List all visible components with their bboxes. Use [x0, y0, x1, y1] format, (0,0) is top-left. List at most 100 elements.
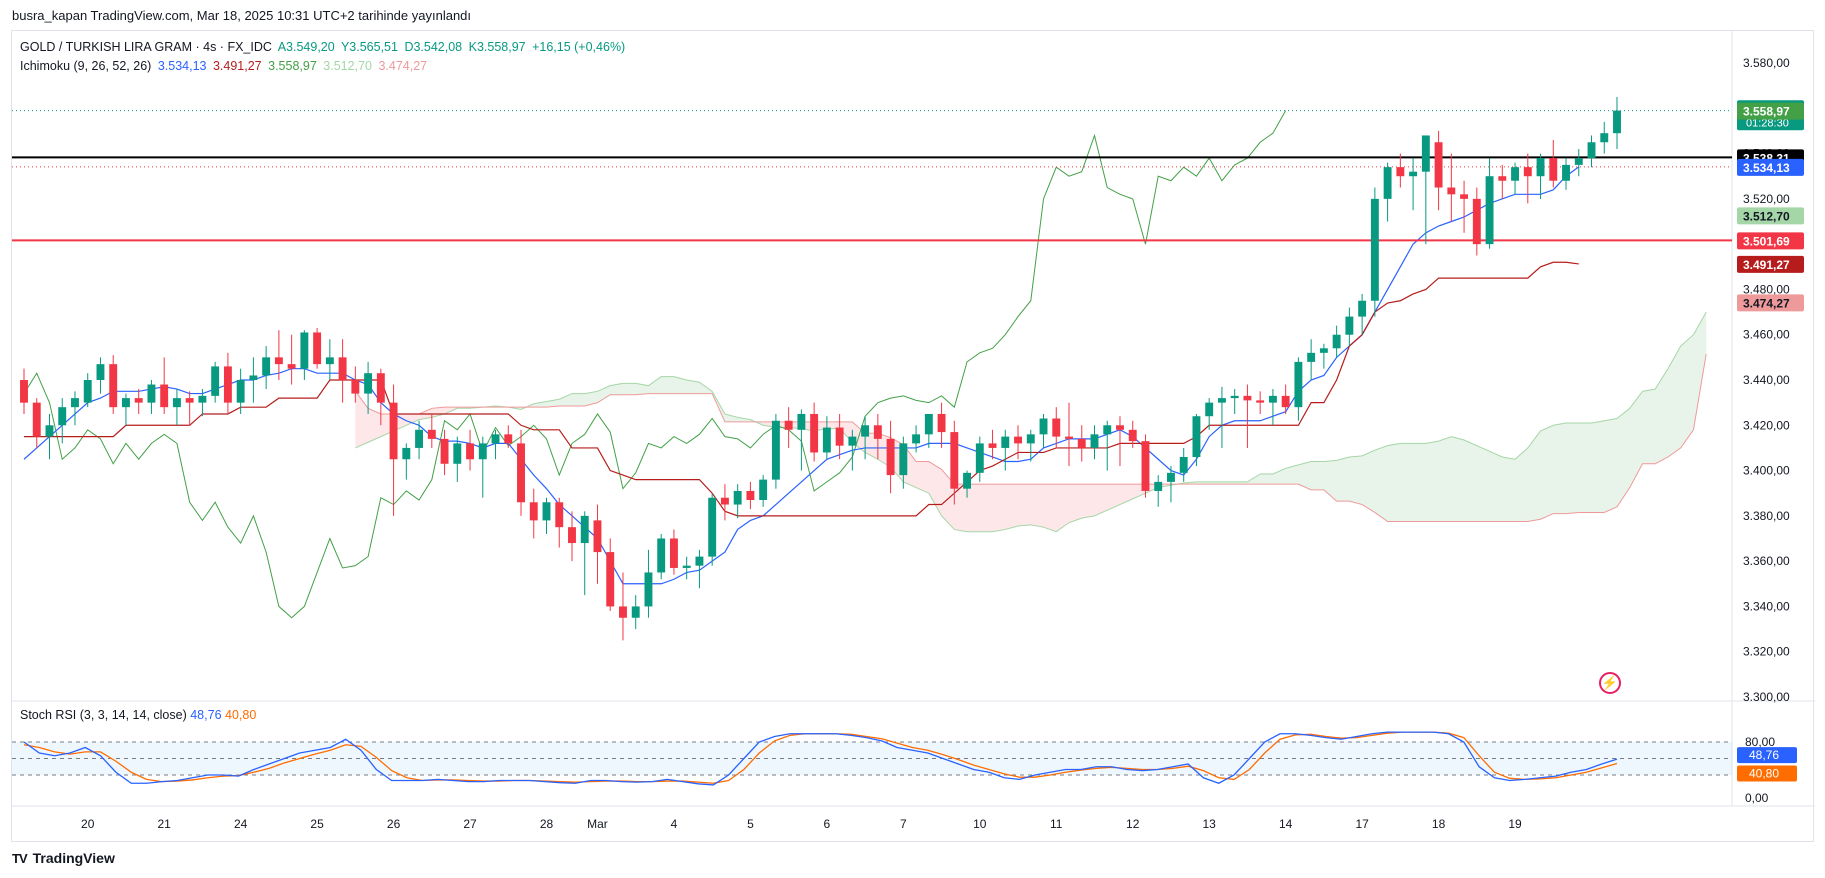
candle-body	[1447, 187, 1456, 195]
candle-body	[287, 364, 296, 369]
symbol-title[interactable]: GOLD / TURKISH LIRA GRAM · 4s · FX_IDC	[20, 40, 272, 54]
ichimoku-cloud-segment	[610, 383, 623, 395]
footer-brand: TV TradingView	[12, 850, 115, 866]
candle-body	[223, 366, 232, 403]
ichimoku-chikou-line	[23, 110, 1287, 619]
candle-body	[1192, 416, 1201, 457]
ichimoku-cloud-segment	[1311, 461, 1324, 490]
flash-icon[interactable]: ⚡	[1599, 672, 1621, 694]
candle-body	[1167, 472, 1175, 482]
candle-body	[274, 357, 283, 365]
candle-body	[466, 443, 474, 460]
time-tick-label: 11	[1050, 817, 1063, 831]
time-tick-label: 26	[387, 817, 401, 831]
legend-change: +16,15 (+0,46%)	[532, 40, 626, 54]
main-legend: GOLD / TURKISH LIRA GRAM · 4s · FX_IDC A…	[20, 38, 628, 76]
candle-body	[147, 384, 156, 403]
candle-body	[1243, 395, 1252, 401]
candle-body	[593, 520, 602, 553]
ichimoku-tenkan-line	[23, 166, 1580, 585]
candle-body	[1498, 176, 1507, 181]
candle-body	[1141, 441, 1150, 491]
ichimoku-cloud-segment	[571, 393, 585, 407]
time-tick-label: 27	[463, 817, 477, 831]
ichimoku-cloud-segment	[1438, 436, 1452, 522]
price-badge	[1737, 158, 1804, 176]
ichimoku-cloud-segment	[673, 376, 687, 394]
candle-body	[1014, 436, 1022, 444]
ichimoku-cloud-segment	[1680, 334, 1694, 448]
candle-body	[453, 443, 462, 464]
candle-body	[912, 434, 921, 444]
candle-body	[440, 438, 449, 464]
candle-body	[96, 364, 105, 380]
ichimoku-span-a-line	[355, 311, 1707, 533]
price-tick-label: 3.360,00	[1743, 554, 1790, 568]
time-tick-label: 17	[1355, 817, 1369, 831]
candle-body	[733, 490, 742, 505]
stoch-legend: Stoch RSI (3, 3, 14, 14, close) 48,76 40…	[20, 708, 256, 722]
price-tick-label: 3.300,00	[1743, 690, 1790, 704]
time-tick-label: Mar	[587, 817, 608, 831]
candle-body	[1332, 334, 1341, 349]
ichimoku-cloud-segment	[533, 401, 547, 408]
candle-body	[1613, 110, 1621, 134]
ichimoku-cloud-segment	[1030, 484, 1044, 528]
candle-body	[542, 502, 551, 521]
candle-body	[1472, 198, 1481, 245]
stoch-label[interactable]: Stoch RSI (3, 3, 14, 14, close)	[20, 708, 187, 722]
candle-body	[1460, 194, 1469, 199]
ichimoku-cloud-segment	[1464, 440, 1477, 522]
ichimoku-cloud-segment	[648, 376, 662, 394]
ichimoku-cloud-segment	[1425, 441, 1439, 522]
price-badge	[1737, 207, 1804, 225]
candle-body	[695, 556, 704, 566]
candle-body	[32, 402, 41, 437]
candle-body	[1574, 158, 1583, 165]
time-tick-label: 21	[158, 817, 172, 831]
price-tick-label: 3.460,00	[1743, 328, 1790, 342]
candle-body	[1256, 400, 1265, 403]
candle-body	[1103, 425, 1112, 435]
candle-body	[1562, 164, 1570, 181]
chart-canvas[interactable]: 3.580,003.560,003.540,003.520,003.500,00…	[12, 31, 1815, 843]
ichimoku-cloud-segment	[979, 484, 993, 532]
price-tick-label: 3.440,00	[1743, 373, 1790, 387]
ichimoku-cloud-segment	[992, 484, 1006, 532]
candle-body	[134, 398, 143, 403]
ichimoku-spanb-value: 3.474,27	[378, 59, 428, 73]
candle-body	[1154, 481, 1163, 491]
candle-body	[873, 425, 882, 439]
ichimoku-cloud-segment	[1502, 456, 1516, 522]
candle-body	[669, 538, 678, 568]
chart-frame[interactable]: 3.580,003.560,003.540,003.520,003.500,00…	[11, 30, 1815, 843]
ichimoku-cloud-segment	[1629, 391, 1643, 488]
ichimoku-span-b-line	[354, 353, 1707, 523]
candle-body	[415, 429, 424, 448]
candle-body	[1026, 434, 1035, 444]
ichimoku-cloud-segment	[1642, 389, 1656, 464]
candle-body	[1370, 198, 1379, 301]
candle-body	[708, 497, 717, 557]
candle-body	[810, 413, 819, 453]
ichimoku-kijun-value: 3.491,27	[212, 59, 262, 73]
candle-body	[338, 357, 347, 380]
ichimoku-cloud-segment	[1349, 455, 1363, 505]
candle-body	[568, 527, 576, 544]
ichimoku-label[interactable]: Ichimoku (9, 26, 52, 26)	[20, 59, 152, 73]
time-tick-label: 20	[81, 817, 95, 831]
candle-body	[835, 427, 844, 446]
stoch-tick-label: 80,00	[1745, 735, 1775, 749]
candle-body	[771, 420, 780, 480]
ichimoku-cloud-segment	[1527, 430, 1541, 522]
candle-body	[1307, 352, 1316, 362]
time-tick-label: 7	[900, 817, 907, 831]
ichimoku-cloud-segment	[1553, 423, 1567, 514]
candle-body	[58, 407, 67, 426]
candle-body	[1294, 361, 1303, 408]
candle-body	[300, 332, 309, 369]
stoch-badge	[1737, 765, 1797, 782]
price-tick-label: 3.420,00	[1743, 418, 1790, 432]
candle-body	[1434, 142, 1443, 188]
ichimoku-cloud-segment	[1298, 461, 1312, 490]
